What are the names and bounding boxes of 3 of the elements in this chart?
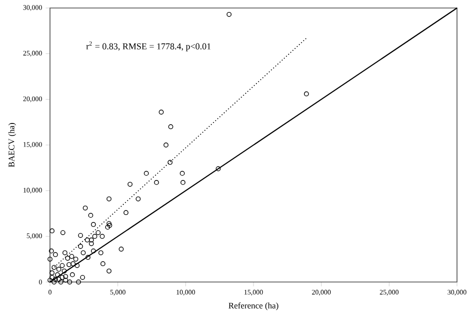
x-axis-title: Reference (ha) [228,302,278,310]
y-axis-title: BAECV (ha) [8,123,16,168]
annotation: r$^{2}$ = 0.83, RMSE = 1778.4, p<0.01 [86,41,211,52]
